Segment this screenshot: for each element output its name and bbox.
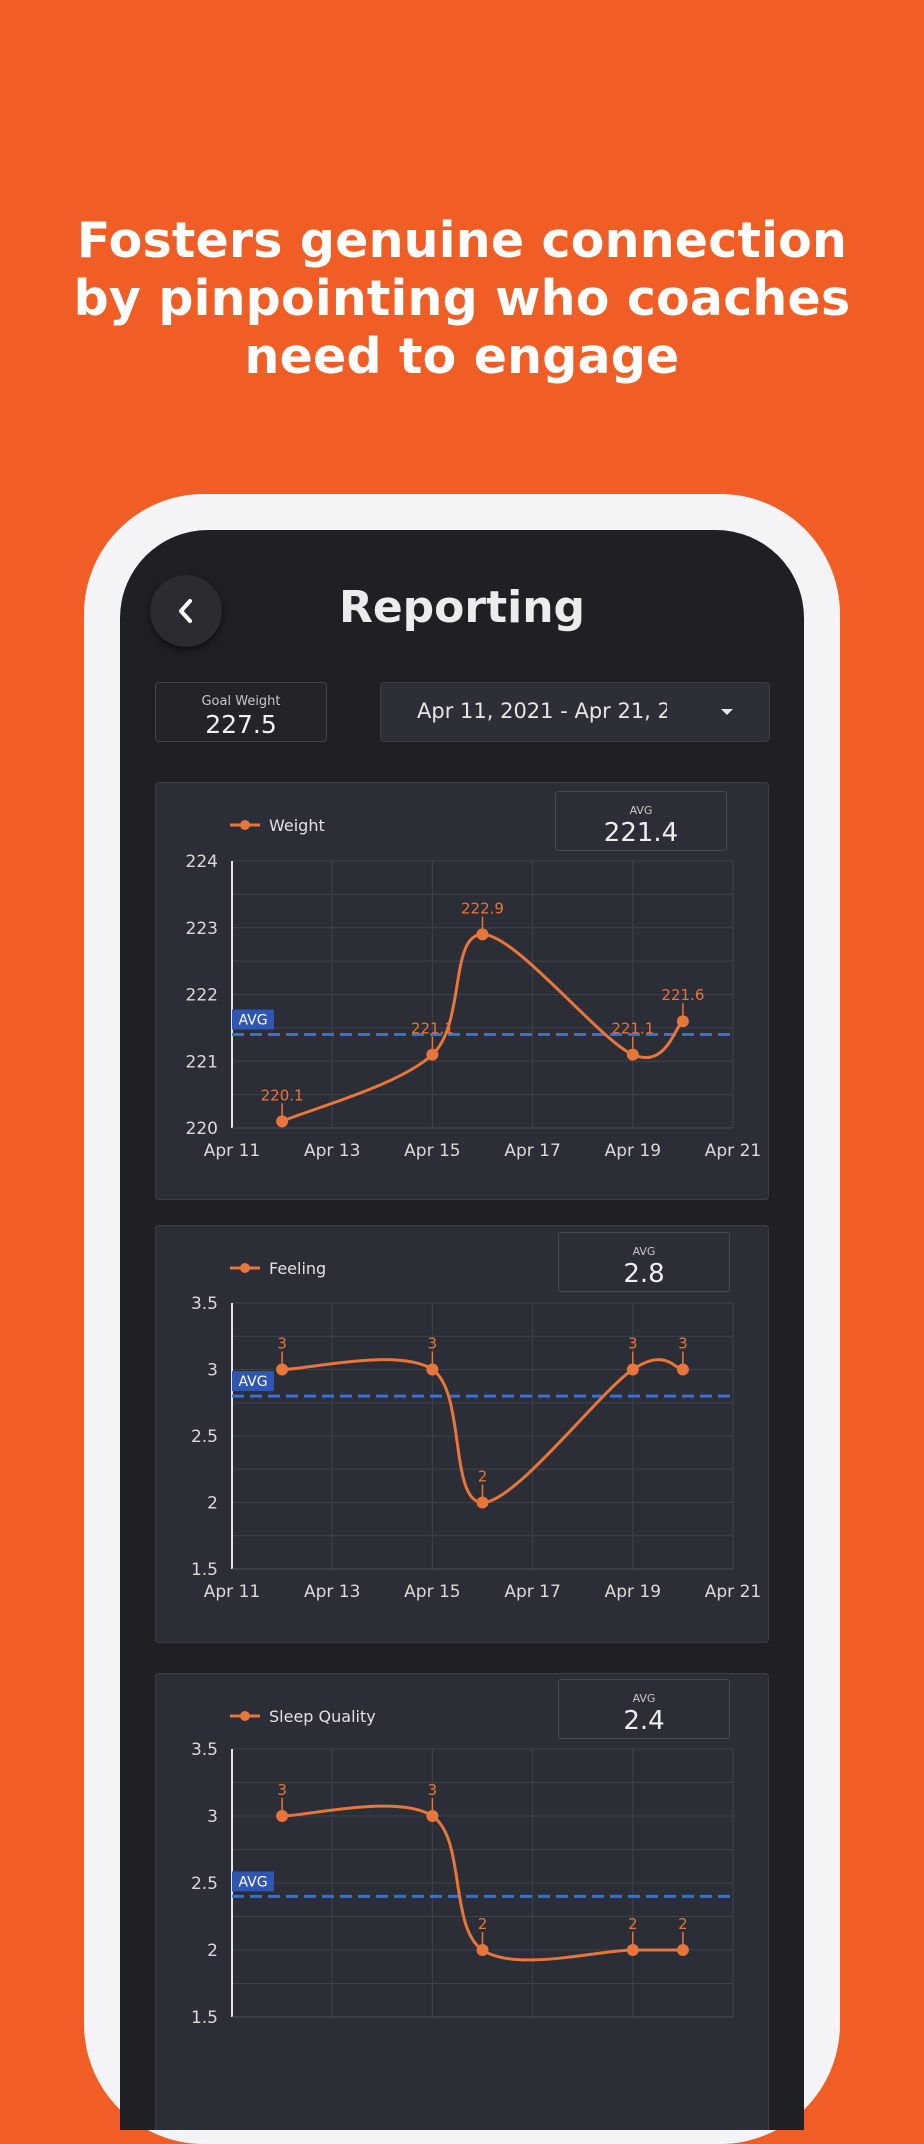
legend-label: Weight xyxy=(269,816,325,835)
y-tick-label: 3.5 xyxy=(191,1740,218,1760)
avg-tag xyxy=(232,1009,274,1030)
feeling-chart-card: Feeling 1.5 2 2.5 3 3.5 Apr 11 Apr 13 Apr 15 Apr … xyxy=(155,1225,769,1643)
headline-line: need to engage xyxy=(244,328,680,385)
legend-label: Sleep Quality xyxy=(269,1707,376,1726)
y-tick-label: 3.5 xyxy=(191,1294,218,1314)
x-tick-label: Apr 13 xyxy=(304,1141,360,1161)
legend-label: Feeling xyxy=(269,1259,326,1278)
legend-marker xyxy=(240,820,250,830)
headline-line: by pinpointing who coaches xyxy=(73,270,851,327)
avg-label: AVG xyxy=(632,1692,656,1705)
data-label: 3 xyxy=(678,1335,688,1353)
page-title: Reporting xyxy=(338,582,586,633)
weight-chart-card: Weight 220 221 222 223 224 Apr 11 Apr 13 Apr 15 A… xyxy=(155,782,769,1200)
data-point xyxy=(476,1496,489,1509)
y-tick-label: 2.5 xyxy=(191,1874,218,1894)
weight-avg-value: 221.4 xyxy=(603,818,679,848)
reporting-screen: Reporting Goal Weight 227.5 Apr 11, 2021… xyxy=(120,530,804,2130)
data-point xyxy=(426,1363,439,1376)
x-tick-label: Apr 15 xyxy=(404,1141,460,1161)
sleep-quality-chart: Sleep Quality 1.5 2 2.5 3 3.5 AVG 3 3 2 2 2 xyxy=(191,1707,734,2028)
data-point xyxy=(676,1015,689,1028)
sleep-quality-chart-card: Sleep Quality 1.5 2 2.5 3 3.5 AVG 3 3 2 2 2 AVG 2.4 xyxy=(155,1673,769,2130)
avg-tag-label: AVG xyxy=(238,1374,267,1390)
data-label: 2 xyxy=(628,1915,638,1933)
data-point xyxy=(626,1048,639,1061)
data-label: 3 xyxy=(428,1335,438,1353)
x-tick-label: Apr 11 xyxy=(204,1582,260,1602)
sleep-avg-box: AVG 2.4 xyxy=(558,1679,730,1739)
data-point xyxy=(276,1810,289,1822)
legend-marker xyxy=(240,1711,250,1721)
feeling-chart: Feeling 1.5 2 2.5 3 3.5 Apr 11 Apr 13 Apr 15 Apr … xyxy=(191,1259,761,1602)
goal-weight-box: Goal Weight 227.5 xyxy=(155,682,327,742)
data-label: 221.1 xyxy=(611,1020,654,1038)
x-tick-label: Apr 15 xyxy=(404,1582,460,1602)
y-tick-label: 1.5 xyxy=(191,1560,218,1580)
data-label: 222.9 xyxy=(461,899,504,917)
data-label: 2 xyxy=(478,1468,488,1486)
date-range-select[interactable]: Apr 11, 2021 - Apr 21, 2021 xyxy=(380,682,770,742)
data-label: 2 xyxy=(478,1915,488,1933)
x-tick-label: Apr 19 xyxy=(605,1141,661,1161)
data-point xyxy=(426,1048,439,1061)
x-tick-label: Apr 13 xyxy=(304,1582,360,1602)
y-tick-label: 220 xyxy=(186,1119,218,1139)
x-tick-label: Apr 17 xyxy=(504,1582,560,1602)
feeling-avg-box: AVG 2.8 xyxy=(558,1232,730,1292)
data-point xyxy=(276,1363,289,1376)
x-tick-label: Apr 17 xyxy=(504,1141,560,1161)
data-label: 221.6 xyxy=(661,986,704,1004)
data-point xyxy=(476,1944,489,1956)
x-tick-label: Apr 21 xyxy=(705,1141,761,1161)
y-tick-label: 1.5 xyxy=(191,2008,218,2028)
feeling-avg-value: 2.8 xyxy=(623,1259,665,1289)
chevron-left-icon xyxy=(179,599,192,623)
data-label: 220.1 xyxy=(261,1086,304,1104)
data-point xyxy=(626,1944,639,1956)
marketing-headline: Fosters genuine connection by pinpointin… xyxy=(0,212,924,386)
x-tick-label: Apr 11 xyxy=(204,1141,260,1161)
data-point xyxy=(626,1363,639,1376)
data-point xyxy=(276,1115,289,1128)
y-tick-label: 2 xyxy=(207,1941,218,1961)
y-tick-label: 221 xyxy=(186,1052,218,1072)
y-tick-label: 3 xyxy=(207,1807,218,1827)
headline-line: Fosters genuine connection xyxy=(76,212,848,269)
avg-label: AVG xyxy=(629,804,653,817)
data-label: 3 xyxy=(628,1335,638,1353)
y-tick-label: 2 xyxy=(207,1494,218,1514)
sleep-avg-value: 2.4 xyxy=(623,1706,665,1736)
weight-chart: Weight 220 221 222 223 224 Apr 11 Apr 13 Apr 15 A… xyxy=(186,816,762,1161)
y-tick-label: 222 xyxy=(186,986,218,1006)
avg-tag-label: AVG xyxy=(238,1874,267,1890)
y-tick-label: 224 xyxy=(186,852,218,872)
date-range-value: Apr 11, 2021 - Apr 21, 2021 xyxy=(417,699,667,723)
goal-weight-value: 227.5 xyxy=(205,710,277,739)
avg-tag xyxy=(232,1871,274,1892)
legend-marker xyxy=(240,1263,250,1273)
back-button[interactable] xyxy=(150,575,222,647)
data-label: 3 xyxy=(277,1335,287,1353)
data-point xyxy=(426,1810,439,1822)
x-tick-label: Apr 19 xyxy=(605,1582,661,1602)
data-point xyxy=(676,1944,689,1956)
y-tick-label: 2.5 xyxy=(191,1427,218,1447)
data-label: 3 xyxy=(277,1781,287,1799)
avg-label: AVG xyxy=(632,1245,656,1258)
y-tick-label: 223 xyxy=(186,919,218,939)
data-label: 221.1 xyxy=(411,1020,454,1038)
x-tick-label: Apr 21 xyxy=(705,1582,761,1602)
data-point xyxy=(676,1363,689,1376)
avg-tag xyxy=(232,1371,274,1392)
data-point xyxy=(476,928,489,941)
weight-avg-box: AVG 221.4 xyxy=(555,791,727,851)
avg-tag-label: AVG xyxy=(238,1013,267,1029)
data-label: 2 xyxy=(678,1915,688,1933)
caret-down-icon xyxy=(721,709,733,715)
goal-weight-label: Goal Weight xyxy=(201,694,281,709)
data-label: 3 xyxy=(428,1781,438,1799)
y-tick-label: 3 xyxy=(207,1361,218,1381)
